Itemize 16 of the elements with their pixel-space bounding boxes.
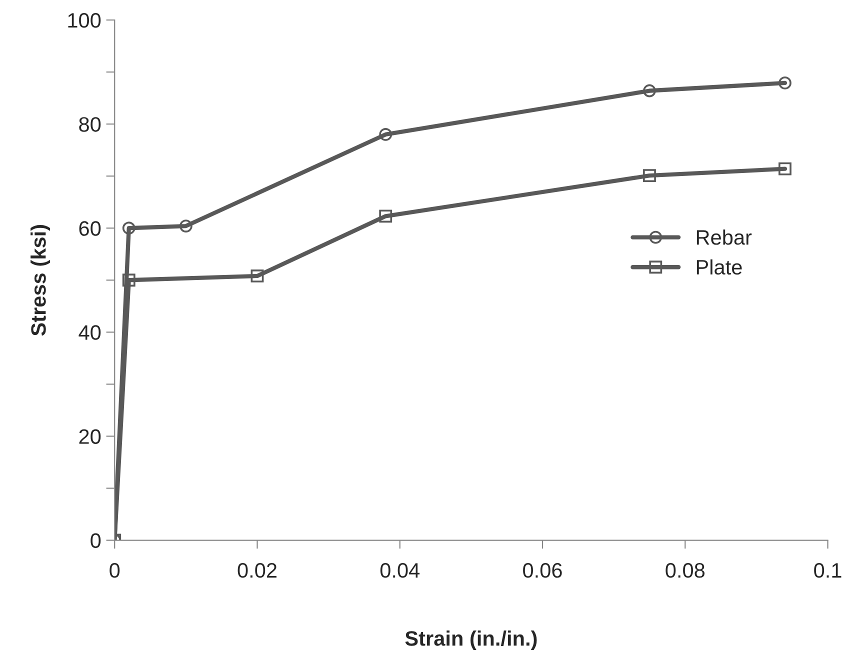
legend-label: Plate <box>696 259 742 275</box>
x-tick-label: 0 <box>110 563 120 578</box>
x-tick-label: 0.02 <box>238 563 276 578</box>
x-tick-label: 0.08 <box>666 563 705 578</box>
y-tick-label: 100 <box>68 13 101 28</box>
y-tick-label: 60 <box>79 221 101 236</box>
x-axis-title: Strain (in./in.) <box>405 630 537 650</box>
y-tick-label: 40 <box>78 325 101 340</box>
y-tick-label: 20 <box>79 429 101 444</box>
x-tick-label: 0.1 <box>814 563 842 578</box>
x-tick-label: 0.06 <box>523 563 562 578</box>
x-tick-label: 0.04 <box>380 563 420 578</box>
y-tick-label: 0 <box>90 533 101 548</box>
y-tick-label: 80 <box>79 117 101 132</box>
y-axis-title: Stress (ksi) <box>30 225 50 336</box>
legend-label: Rebar <box>696 230 752 245</box>
